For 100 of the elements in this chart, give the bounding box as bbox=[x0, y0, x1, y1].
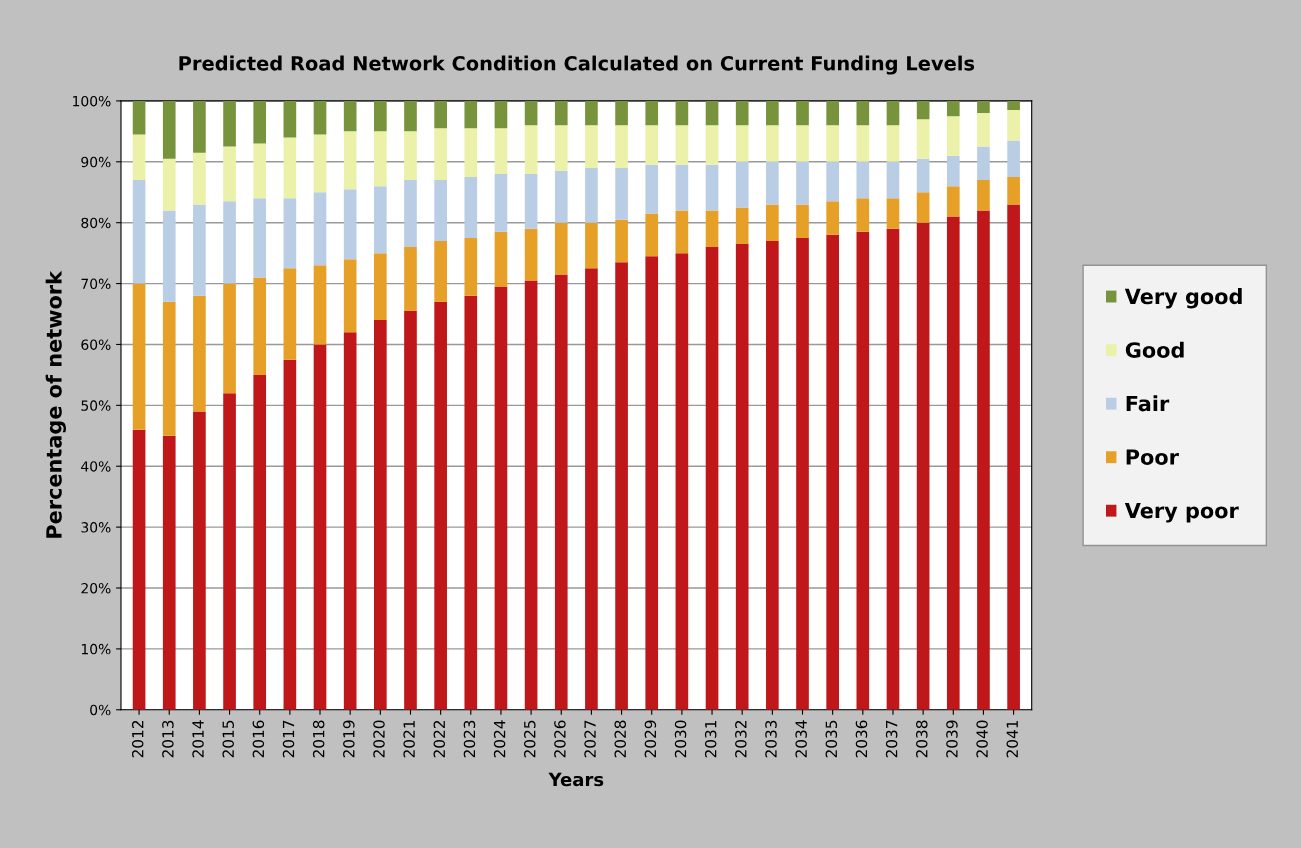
bar bbox=[615, 167, 628, 220]
x-tick-label: 2037 bbox=[885, 720, 898, 758]
bar bbox=[253, 277, 267, 375]
bar bbox=[343, 131, 357, 190]
bar bbox=[494, 231, 508, 287]
x-tick-label: 2012 bbox=[131, 721, 144, 758]
bar bbox=[193, 411, 206, 710]
bar bbox=[886, 125, 900, 162]
y-tick-label: 50% bbox=[81, 400, 111, 411]
bar bbox=[494, 100, 508, 129]
bar bbox=[374, 131, 387, 187]
y-tick-label: 30% bbox=[81, 522, 111, 533]
bar bbox=[916, 222, 930, 710]
bar bbox=[946, 155, 960, 187]
bar bbox=[343, 189, 357, 260]
bar bbox=[856, 100, 870, 126]
x-tick-label: 2030 bbox=[674, 720, 687, 758]
bar bbox=[766, 161, 779, 205]
bar bbox=[946, 216, 960, 710]
y-axis-title: Percentage of network bbox=[45, 270, 67, 538]
bar bbox=[796, 100, 809, 126]
bar bbox=[796, 204, 809, 238]
bar bbox=[826, 234, 839, 710]
bar bbox=[162, 158, 176, 211]
x-tick-label: 2026 bbox=[554, 720, 566, 758]
y-tick-label: 100% bbox=[73, 95, 111, 107]
bar bbox=[524, 173, 538, 229]
bar bbox=[615, 125, 628, 168]
x-tick-label: 2019 bbox=[343, 720, 355, 758]
bar bbox=[132, 134, 146, 181]
bar bbox=[645, 256, 659, 710]
bar bbox=[253, 143, 267, 199]
bar bbox=[162, 100, 176, 159]
x-axis-title: Years bbox=[548, 772, 604, 787]
bar bbox=[404, 310, 417, 710]
bar bbox=[826, 100, 839, 126]
bar bbox=[796, 161, 809, 205]
bar bbox=[645, 100, 659, 126]
x-tick-label: 2033 bbox=[765, 720, 777, 758]
bar bbox=[283, 137, 297, 199]
legend-label: Poor bbox=[1126, 449, 1179, 465]
bar bbox=[223, 146, 236, 202]
bar bbox=[343, 100, 357, 132]
bar bbox=[253, 374, 267, 710]
bar bbox=[434, 240, 447, 302]
bar bbox=[675, 210, 689, 254]
bar bbox=[886, 198, 900, 229]
bar bbox=[946, 116, 960, 156]
bar bbox=[434, 100, 447, 129]
bar bbox=[374, 100, 387, 132]
bar bbox=[494, 173, 508, 232]
bar bbox=[524, 228, 538, 281]
bar bbox=[374, 320, 387, 710]
bar bbox=[283, 359, 297, 710]
x-tick-label: 2020 bbox=[373, 720, 385, 758]
bar bbox=[193, 100, 206, 153]
bar bbox=[404, 247, 417, 311]
legend-label: Good bbox=[1125, 341, 1184, 358]
y-tick-label: 90% bbox=[81, 156, 111, 168]
bar bbox=[374, 186, 387, 254]
bar bbox=[343, 259, 357, 333]
bar bbox=[253, 100, 267, 144]
bar bbox=[977, 113, 990, 147]
bar bbox=[735, 161, 749, 208]
bar bbox=[132, 100, 146, 135]
x-tick-label: 2022 bbox=[433, 721, 446, 758]
bar bbox=[826, 161, 839, 202]
bar bbox=[343, 332, 357, 710]
bar bbox=[404, 180, 417, 248]
x-tick-label: 2015 bbox=[222, 720, 234, 758]
legend-label: Fair bbox=[1126, 395, 1170, 412]
bar bbox=[524, 125, 538, 174]
bar bbox=[193, 204, 206, 296]
bar bbox=[1007, 204, 1020, 710]
bar bbox=[524, 100, 538, 126]
bar bbox=[554, 100, 568, 126]
bar bbox=[313, 100, 327, 135]
bar bbox=[1007, 177, 1020, 205]
bar bbox=[705, 125, 719, 165]
bar bbox=[735, 207, 749, 244]
bar bbox=[856, 231, 870, 710]
bar bbox=[554, 170, 568, 223]
bar bbox=[645, 125, 659, 165]
x-tick-label: 2039 bbox=[946, 720, 958, 758]
x-tick-label: 2016 bbox=[252, 720, 265, 758]
bar bbox=[977, 180, 990, 211]
x-tick-label: 2028 bbox=[614, 720, 627, 758]
bar bbox=[1007, 100, 1020, 111]
bar bbox=[826, 201, 839, 235]
bar bbox=[404, 131, 417, 181]
bar bbox=[1007, 110, 1020, 141]
x-tick-label: 2017 bbox=[282, 720, 295, 758]
bar bbox=[554, 222, 568, 275]
bar bbox=[223, 393, 236, 710]
bar bbox=[313, 265, 327, 345]
bar bbox=[585, 125, 598, 168]
bar bbox=[946, 100, 960, 117]
bar bbox=[585, 268, 598, 710]
bar bbox=[916, 158, 930, 193]
y-tick-label: 80% bbox=[81, 217, 111, 229]
